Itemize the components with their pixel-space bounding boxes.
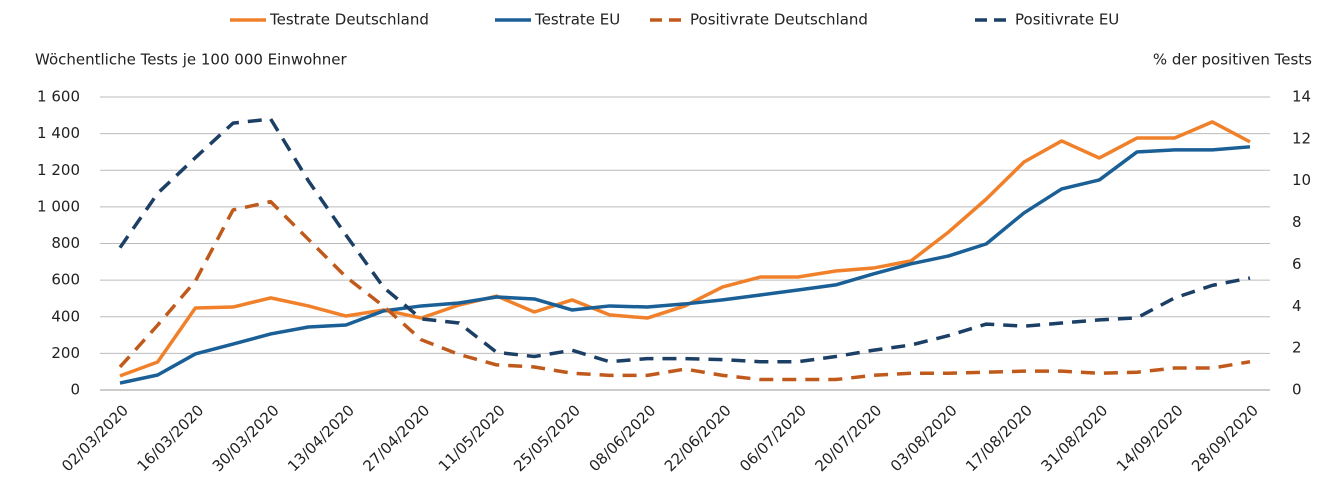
x-tick-label: 11/05/2020 [435,401,509,475]
x-tick-label: 30/03/2020 [209,401,283,475]
x-tick-label: 27/04/2020 [359,401,433,475]
y-axis-label: Wöchentliche Tests je 100 000 Einwohner [35,51,348,69]
x-tick-label: 13/04/2020 [284,401,358,475]
y-tick-label: 1 000 [37,197,80,215]
legend-label: Testrate Deutschland [269,11,429,29]
y-tick-label: 600 [51,271,80,289]
y2-tick-label: 0 [1292,381,1302,399]
legend-label: Testrate EU [534,11,620,29]
x-tick-label: 20/07/2020 [811,401,885,475]
y-tick-label: 800 [51,234,80,252]
x-tick-label: 03/08/2020 [887,401,961,475]
y2-tick-label: 10 [1292,171,1311,189]
x-tick-label: 06/07/2020 [736,401,810,475]
x-tick-label: 02/03/2020 [58,401,132,475]
x-tick-label: 16/03/2020 [133,401,207,475]
series-line [119,120,1251,378]
y2-tick-label: 2 [1292,339,1302,357]
legend-label: Positivrate EU [1015,11,1119,29]
x-tick-label: 08/06/2020 [585,401,659,475]
y2-tick-label: 12 [1292,129,1311,147]
y2-tick-label: 8 [1292,213,1302,231]
y2-axis-label: % der positiven Tests [1153,51,1312,69]
legend-label: Positivrate Deutschland [690,11,868,29]
x-tick-label: 25/05/2020 [510,401,584,475]
y-tick-label: 1 400 [37,124,80,142]
y-tick-label: 0 [70,381,80,399]
x-tick-label: 31/08/2020 [1037,401,1111,475]
y2-tick-label: 6 [1292,255,1302,273]
y-tick-label: 1 200 [37,161,80,179]
y2-tick-label: 4 [1292,297,1302,315]
series-line [118,199,1251,382]
x-tick-label: 17/08/2020 [962,401,1036,475]
y-tick-label: 400 [51,307,80,325]
x-tick-label: 22/06/2020 [661,401,735,475]
x-tick-label: 14/09/2020 [1113,401,1187,475]
series-line [118,117,1251,364]
series-line [119,145,1251,385]
y2-tick-label: 14 [1292,88,1311,106]
y-tick-label: 200 [51,344,80,362]
y-tick-label: 1 600 [37,88,80,106]
x-tick-label: 28/09/2020 [1188,401,1262,475]
